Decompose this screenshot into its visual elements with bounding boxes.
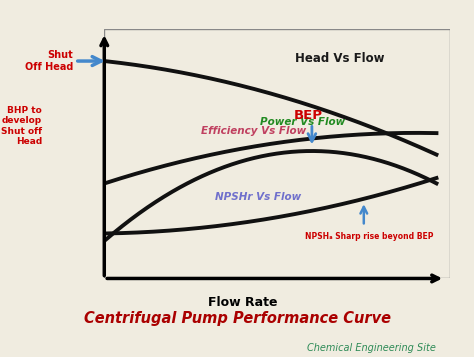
Text: NPSHₐ Sharp rise beyond BEP: NPSHₐ Sharp rise beyond BEP	[305, 232, 433, 241]
Text: Power Vs Flow: Power Vs Flow	[260, 117, 345, 127]
Text: Shut
Off Head: Shut Off Head	[25, 50, 73, 72]
Text: Centrifugal Pump Performance Curve: Centrifugal Pump Performance Curve	[83, 311, 391, 326]
Text: BEP: BEP	[294, 109, 323, 121]
Text: Head Vs Flow: Head Vs Flow	[294, 52, 384, 65]
Text: NPSHr Vs Flow: NPSHr Vs Flow	[215, 192, 301, 202]
Text: Chemical Engineering Site: Chemical Engineering Site	[307, 343, 436, 353]
Text: Flow Rate: Flow Rate	[208, 296, 277, 309]
Text: Efficiency Vs Flow: Efficiency Vs Flow	[201, 126, 306, 136]
Text: BHP to
develop
Shut off
Head: BHP to develop Shut off Head	[1, 106, 42, 146]
